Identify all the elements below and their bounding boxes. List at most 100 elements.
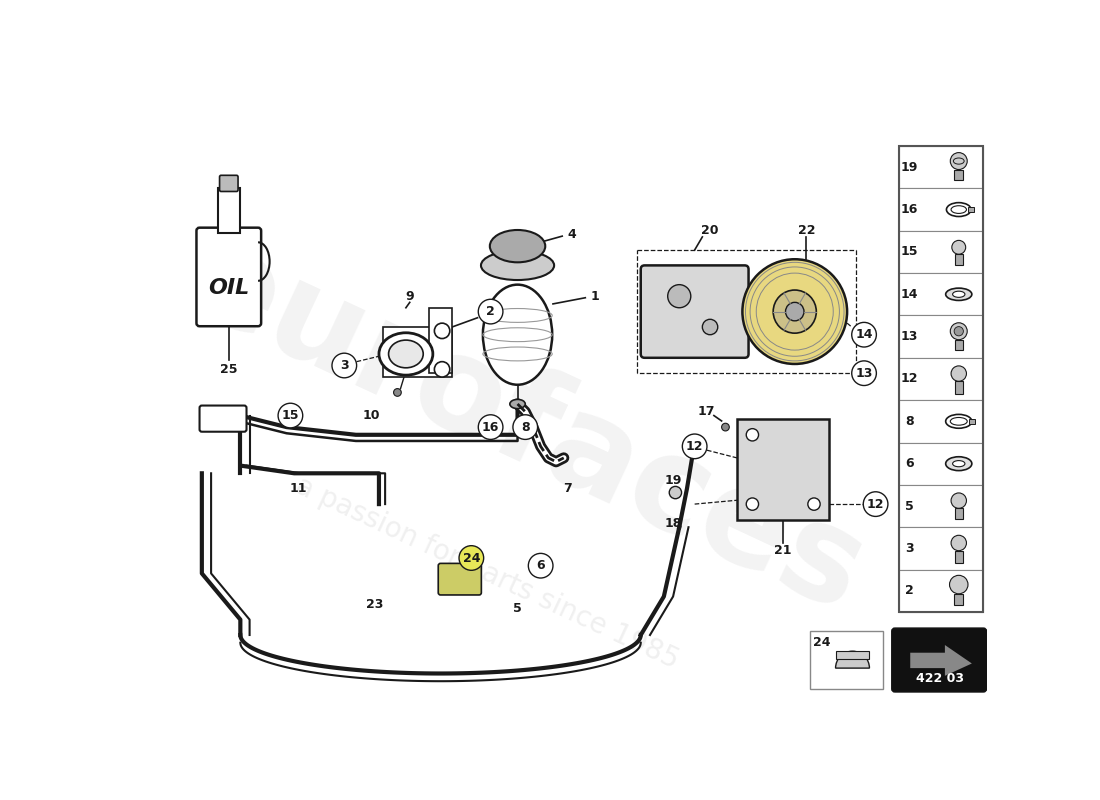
Ellipse shape — [946, 288, 972, 301]
Text: 21: 21 — [774, 544, 792, 557]
Text: 23: 23 — [366, 598, 384, 610]
Polygon shape — [911, 645, 972, 676]
Bar — [218, 188, 240, 233]
FancyBboxPatch shape — [220, 175, 238, 191]
Circle shape — [513, 414, 538, 439]
Circle shape — [669, 486, 682, 498]
Bar — [810, 631, 883, 689]
Text: 1: 1 — [591, 290, 598, 302]
Text: 5: 5 — [905, 499, 914, 513]
Ellipse shape — [946, 457, 972, 470]
Text: 17: 17 — [697, 405, 715, 418]
Text: 8: 8 — [905, 415, 914, 428]
Circle shape — [332, 353, 356, 378]
Text: 422 03: 422 03 — [915, 672, 964, 686]
Text: 6: 6 — [537, 559, 544, 572]
Text: 20: 20 — [702, 224, 718, 238]
Circle shape — [528, 554, 553, 578]
Text: 12: 12 — [901, 373, 918, 386]
Bar — [954, 594, 964, 605]
Ellipse shape — [953, 461, 965, 466]
Circle shape — [278, 403, 303, 428]
Text: 14: 14 — [856, 328, 872, 341]
Text: 22: 22 — [798, 224, 815, 238]
Text: 13: 13 — [856, 366, 872, 380]
FancyBboxPatch shape — [438, 563, 482, 595]
Circle shape — [434, 323, 450, 338]
Text: 25: 25 — [220, 363, 238, 376]
Circle shape — [785, 302, 804, 321]
Bar — [899, 146, 983, 612]
Circle shape — [478, 299, 503, 324]
Circle shape — [950, 322, 967, 340]
Ellipse shape — [378, 333, 433, 375]
Bar — [899, 400, 983, 442]
Text: 18: 18 — [664, 517, 682, 530]
Circle shape — [954, 326, 964, 336]
Circle shape — [952, 535, 967, 550]
Text: 24: 24 — [813, 636, 830, 650]
Bar — [899, 527, 983, 570]
Text: 3: 3 — [340, 359, 349, 372]
Circle shape — [434, 362, 450, 377]
Circle shape — [722, 423, 729, 431]
Bar — [899, 146, 983, 188]
Text: 14: 14 — [901, 288, 918, 301]
Bar — [899, 273, 983, 315]
Text: 2: 2 — [905, 584, 914, 598]
Circle shape — [949, 575, 968, 594]
Bar — [899, 315, 983, 358]
Text: 6: 6 — [905, 457, 914, 470]
Circle shape — [746, 498, 759, 510]
Text: 19: 19 — [901, 161, 918, 174]
Text: eurofaces: eurofaces — [167, 215, 883, 639]
Circle shape — [478, 414, 503, 439]
Circle shape — [394, 389, 402, 396]
Circle shape — [773, 290, 816, 333]
Text: 15: 15 — [282, 409, 299, 422]
Circle shape — [950, 153, 967, 170]
Bar — [955, 340, 962, 350]
Bar — [955, 382, 962, 394]
Circle shape — [459, 546, 484, 570]
Circle shape — [851, 322, 877, 347]
Circle shape — [703, 319, 718, 334]
Ellipse shape — [946, 414, 972, 428]
Ellipse shape — [490, 230, 546, 262]
Circle shape — [952, 240, 966, 254]
Bar — [899, 230, 983, 273]
Ellipse shape — [388, 340, 424, 368]
Text: 4: 4 — [568, 228, 575, 241]
Ellipse shape — [481, 250, 554, 280]
Text: 13: 13 — [901, 330, 918, 343]
FancyBboxPatch shape — [892, 628, 987, 692]
Bar — [955, 508, 962, 519]
Ellipse shape — [950, 418, 967, 425]
Text: 16: 16 — [901, 203, 918, 216]
Wedge shape — [836, 651, 869, 668]
Bar — [955, 254, 962, 265]
Text: 2: 2 — [486, 305, 495, 318]
Text: 15: 15 — [901, 246, 918, 258]
Ellipse shape — [946, 202, 971, 217]
Ellipse shape — [952, 206, 967, 214]
Circle shape — [746, 429, 759, 441]
Text: 9: 9 — [406, 290, 414, 302]
Polygon shape — [737, 419, 829, 519]
Circle shape — [742, 259, 847, 364]
Text: a passion for parts since 1985: a passion for parts since 1985 — [290, 472, 683, 674]
Bar — [899, 570, 983, 612]
Text: 24: 24 — [463, 551, 480, 565]
Bar — [954, 170, 964, 180]
FancyBboxPatch shape — [640, 266, 749, 358]
FancyBboxPatch shape — [197, 228, 261, 326]
Bar — [899, 358, 983, 400]
Text: 8: 8 — [521, 421, 529, 434]
Text: 10: 10 — [363, 409, 379, 422]
Circle shape — [952, 493, 967, 508]
Circle shape — [682, 434, 707, 458]
Circle shape — [807, 498, 821, 510]
Text: 7: 7 — [563, 482, 572, 495]
Ellipse shape — [953, 291, 965, 298]
Text: 11: 11 — [289, 482, 307, 495]
